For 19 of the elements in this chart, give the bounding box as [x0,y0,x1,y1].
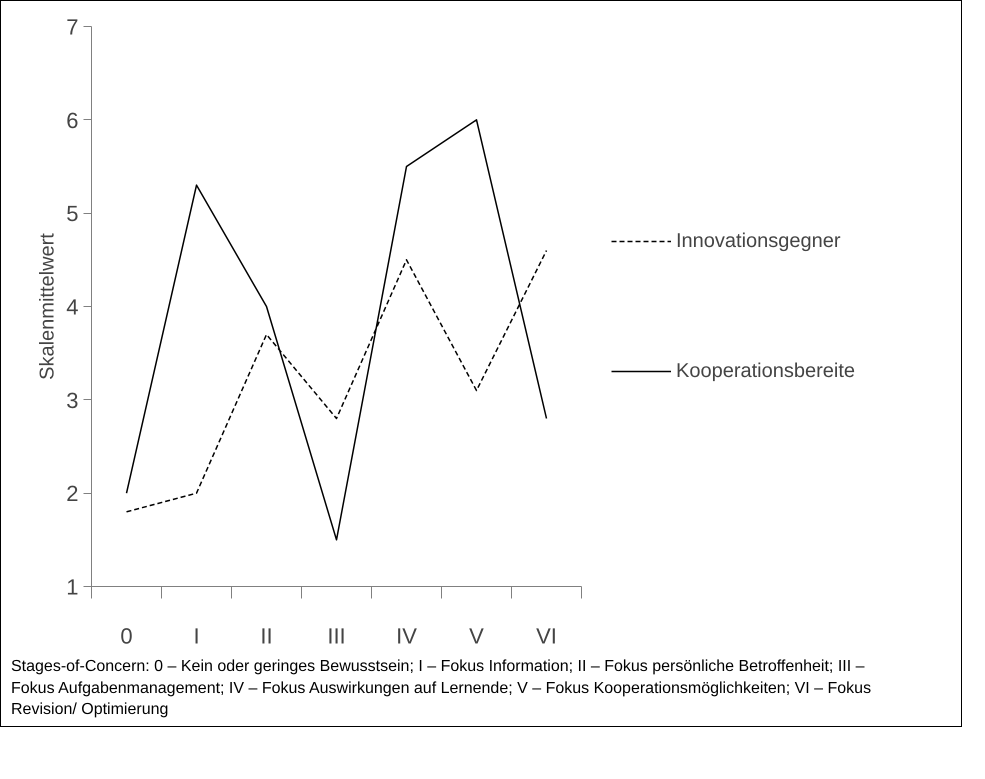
y-tick-label: 1 [66,574,79,600]
y-tick-label: 7 [66,14,79,40]
y-axis-title: Skalenmittelwert [36,232,58,380]
x-tick-label: VI [536,624,557,648]
y-tick-label: 6 [66,108,79,133]
y-tick-label: 2 [66,481,79,506]
y-tick-label: 5 [66,201,79,226]
legend-label: Innovationsgegner [676,228,841,254]
x-tick-label: IV [396,624,418,648]
x-tick-label: II [260,624,273,648]
x-tick-label: III [327,624,346,648]
legend-label: Kooperationsbereite [676,358,856,384]
y-tick-label: 4 [66,294,79,320]
x-tick-label: I [193,624,200,648]
text: Stages-of-Concern: 0 – Kein oder geringes Bewusstsein; I – Fokus Information; II – Fokus persönliche Betroffenheit; III – Fokus Aufgabenmanagement; IV – Fokus Auswirkungen auf Lernende; V – Fokus Kooperationsmöglichkeiten; VI – Fokus Revision/ Optimierung [11,657,872,720]
x-tick-label: V [469,624,484,648]
line-series [126,119,548,541]
x-tick-label: 0 [120,624,133,648]
y-tick-label: 3 [66,388,79,413]
